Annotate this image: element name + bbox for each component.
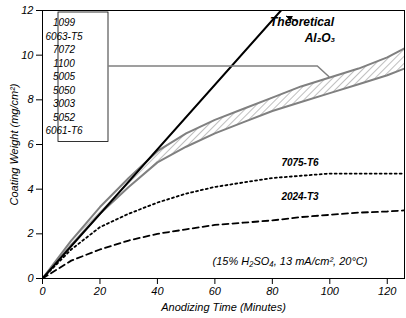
svg-text:8: 8 (27, 93, 34, 105)
svg-text:120: 120 (378, 285, 397, 297)
svg-text:7072: 7072 (53, 44, 76, 55)
svg-text:12: 12 (21, 4, 33, 16)
svg-text:5005: 5005 (53, 71, 76, 82)
svg-text:3003: 3003 (53, 98, 76, 109)
svg-text:1099: 1099 (53, 17, 76, 28)
svg-text:10: 10 (21, 49, 34, 61)
svg-text:2024-T3: 2024-T3 (280, 191, 319, 202)
svg-text:0: 0 (27, 272, 34, 284)
svg-text:4: 4 (27, 183, 33, 195)
svg-text:80: 80 (266, 285, 279, 297)
svg-text:TheoreticalAl₂O₃: TheoreticalAl₂O₃ (270, 15, 336, 45)
svg-text:20: 20 (93, 285, 107, 297)
svg-text:7075-T6: 7075-T6 (281, 157, 319, 168)
svg-text:1100: 1100 (53, 58, 75, 69)
svg-text:100: 100 (321, 285, 340, 297)
svg-text:40: 40 (151, 285, 164, 297)
svg-text:6: 6 (27, 138, 34, 150)
svg-text:5050: 5050 (53, 85, 76, 96)
svg-text:2: 2 (26, 227, 33, 239)
svg-text:6061-T6: 6061-T6 (45, 125, 83, 136)
svg-text:(15% H₂SO₄, 13 mA/cm², 20°C): (15% H₂SO₄, 13 mA/cm², 20°C) (213, 255, 368, 267)
svg-text:0: 0 (39, 285, 46, 297)
svg-text:60: 60 (209, 285, 222, 297)
svg-text:5052: 5052 (53, 112, 76, 123)
svg-text:6063-T5: 6063-T5 (45, 31, 83, 42)
svg-text:Coating Weight (mg/cm²): Coating Weight (mg/cm²) (8, 83, 20, 205)
svg-text:Anodizing Time (Minutes): Anodizing Time (Minutes) (160, 301, 286, 313)
